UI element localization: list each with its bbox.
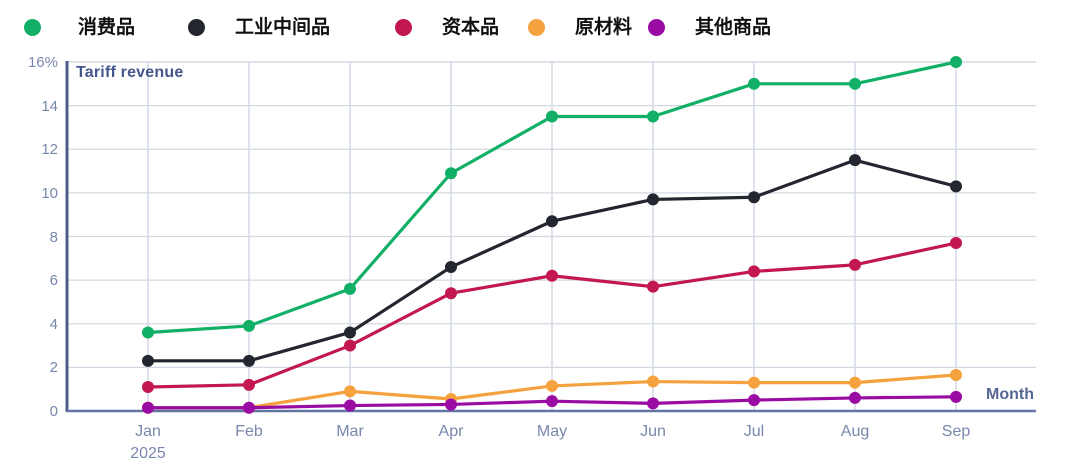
data-point-4-mar — [344, 399, 356, 412]
data-point-0-feb — [243, 319, 255, 332]
x-tick-label: Jan — [135, 423, 161, 440]
x-tick-jun: Jun — [608, 421, 698, 443]
legend-dot-raw-materials-icon — [528, 19, 545, 36]
legend-dot-capital-goods-icon — [395, 19, 412, 36]
legend-dot-other-goods-icon — [648, 19, 665, 36]
legend-item-other-goods[interactable]: 其他商品 — [648, 18, 771, 37]
data-point-4-jul — [748, 394, 760, 407]
legend-label-consumer-goods: 消费品 — [78, 17, 136, 38]
x-tick-label: Sep — [941, 423, 971, 440]
x-tick-label: Jun — [640, 423, 666, 440]
data-point-0-aug — [849, 77, 861, 90]
y-tick-6: 6 — [49, 272, 58, 290]
chart-title: Tariff revenue — [76, 64, 184, 81]
legend-item-raw-materials[interactable]: 原材料 — [528, 18, 632, 37]
x-tick-may: May — [507, 421, 597, 443]
data-point-2-jul — [748, 265, 760, 278]
legend-dot-industrial-intermediates-icon — [188, 19, 205, 36]
data-point-1-apr — [445, 261, 457, 274]
x-tick-jan: Jan 2025 — [103, 421, 193, 464]
legend-label-raw-materials: 原材料 — [575, 17, 633, 38]
x-tick-label: Feb — [235, 423, 263, 440]
data-point-0-sep — [950, 56, 962, 68]
data-point-1-sep — [950, 180, 962, 193]
legend-label-capital-goods: 资本品 — [442, 17, 500, 38]
data-point-3-jul — [748, 376, 760, 389]
data-point-0-may — [546, 110, 558, 123]
data-point-0-jun — [647, 110, 659, 123]
y-tick-16pct: 16% — [27, 54, 58, 71]
data-point-2-apr — [445, 287, 457, 300]
x-axis-label: Month — [986, 386, 1034, 403]
data-point-3-jun — [647, 375, 659, 388]
data-point-1-mar — [344, 326, 356, 339]
data-point-4-sep — [950, 390, 962, 403]
x-tick-label: Jul — [743, 423, 765, 440]
data-point-4-feb — [243, 401, 255, 414]
data-point-1-aug — [849, 154, 861, 167]
data-point-1-jun — [647, 193, 659, 206]
x-tick-feb: Feb — [204, 421, 294, 443]
y-tick-2: 2 — [49, 359, 58, 377]
x-tick-sublabel: 2025 — [130, 444, 166, 462]
data-point-3-mar — [344, 385, 356, 398]
x-tick-jul: Jul — [709, 421, 799, 443]
y-tick-0: 0 — [49, 403, 58, 420]
data-point-0-apr — [445, 167, 457, 180]
legend-item-capital-goods[interactable]: 资本品 — [395, 18, 499, 37]
legend-item-industrial-intermediates[interactable]: 工业中间品 — [188, 18, 330, 37]
y-tick-12: 12 — [41, 141, 58, 159]
data-point-3-sep — [950, 369, 962, 382]
x-tick-apr: Apr — [406, 421, 496, 443]
x-tick-aug: Aug — [810, 421, 900, 443]
y-tick-10: 10 — [41, 184, 58, 202]
data-point-4-apr — [445, 398, 457, 411]
y-tick-8: 8 — [49, 228, 58, 246]
data-point-2-jun — [647, 280, 659, 293]
data-point-2-aug — [849, 258, 861, 271]
y-tick-4: 4 — [49, 315, 58, 333]
data-point-4-may — [546, 395, 558, 408]
data-point-2-mar — [344, 339, 356, 352]
data-point-2-feb — [243, 378, 255, 391]
data-point-1-jul — [748, 191, 760, 204]
data-point-1-feb — [243, 354, 255, 367]
legend-label-industrial-intermediates: 工业中间品 — [235, 17, 331, 38]
x-tick-sep: Sep — [911, 421, 1001, 443]
data-point-3-may — [546, 379, 558, 392]
x-tick-label: Mar — [336, 423, 364, 440]
x-tick-label: Aug — [840, 423, 870, 440]
legend-item-consumer-goods[interactable]: 消费品 — [24, 18, 135, 37]
data-point-0-jul — [748, 77, 760, 90]
data-point-3-aug — [849, 376, 861, 389]
data-point-4-jan — [142, 401, 154, 414]
x-tick-label: Apr — [438, 423, 464, 440]
data-point-2-jan — [142, 381, 154, 394]
legend-dot-consumer-goods-icon — [24, 19, 41, 36]
legend: 消费品 工业中间品 资本品 原材料 其他商品 — [0, 0, 1080, 56]
legend-label-other-goods: 其他商品 — [695, 17, 772, 38]
x-tick-mar: Mar — [305, 421, 395, 443]
data-point-0-jan — [142, 326, 154, 339]
data-point-4-jun — [647, 397, 659, 410]
y-tick-14: 14 — [41, 97, 58, 115]
data-point-4-aug — [849, 391, 861, 404]
x-tick-label: May — [536, 423, 568, 440]
data-point-1-jan — [142, 354, 154, 367]
data-point-0-mar — [344, 282, 356, 295]
data-point-2-sep — [950, 237, 962, 250]
data-point-1-may — [546, 215, 558, 228]
data-point-2-may — [546, 269, 558, 282]
